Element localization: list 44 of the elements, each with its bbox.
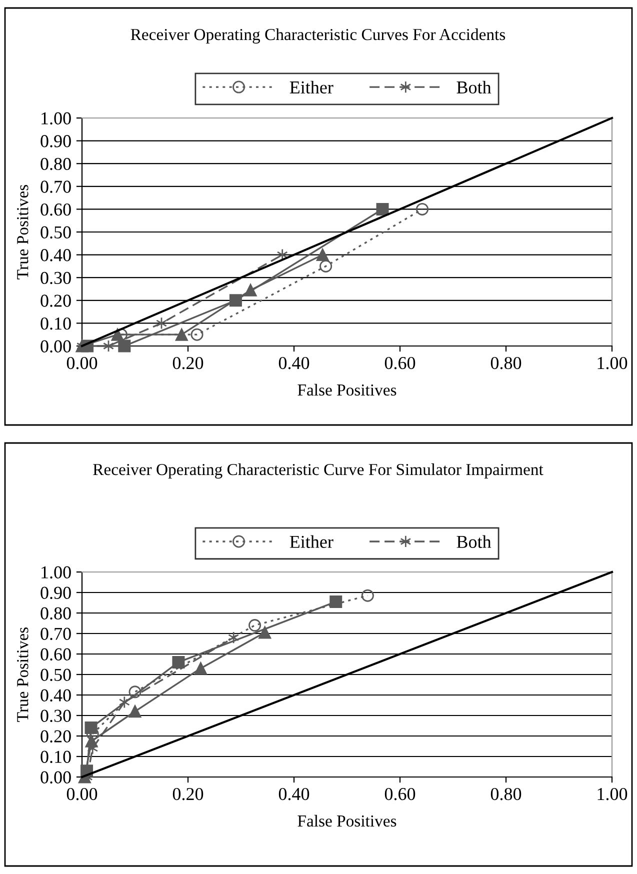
y-tick-label: 0.90 [40, 135, 71, 148]
y-tick-label: 0.80 [40, 158, 71, 170]
legend-label: Both [456, 80, 492, 94]
legend-label: Either [290, 80, 334, 94]
y-tick-label: 0.20 [40, 730, 71, 743]
y-tick-label: 0.60 [40, 648, 71, 661]
x-tick-label: 0.40 [278, 788, 310, 800]
x-axis-title: False Positives [298, 814, 396, 827]
x-tick-label: 0.60 [384, 788, 416, 800]
x-tick-label: 0.20 [172, 788, 204, 800]
x-tick-label: 0.20 [172, 356, 204, 370]
x-tick-label: 1.00 [598, 788, 628, 800]
x-tick-label: 0.60 [384, 356, 416, 370]
x-tick-label: 0.00 [66, 788, 98, 800]
y-tick-label: 0.40 [40, 689, 71, 702]
y-tick-label: 0.50 [40, 226, 71, 239]
y-tick-label: 0.90 [40, 586, 71, 600]
chart-title: Receiver Operating Characteristic Curves For Accidents [130, 28, 506, 44]
y-tick-label: 0.50 [40, 668, 71, 682]
y-tick-label: 0.10 [40, 317, 71, 330]
y-tick-label: 1.00 [42, 112, 71, 125]
y-axis-title: True Positives [17, 627, 28, 722]
x-tick-label: 0.80 [490, 788, 522, 800]
legend-label: Both [456, 535, 492, 548]
y-tick-label: 0.30 [40, 710, 71, 722]
x-tick-label: 1.00 [598, 356, 628, 370]
y-tick-label: 0.00 [40, 771, 71, 784]
y-tick-label: 0.00 [40, 340, 71, 353]
y-tick-label: 0.70 [40, 628, 71, 640]
legend-label: Either [290, 535, 334, 548]
x-tick-label: 0.00 [66, 356, 98, 370]
x-tick-label: 0.80 [490, 356, 522, 370]
x-axis-title: False Positives [298, 384, 396, 396]
x-tick-label: 0.40 [278, 356, 310, 370]
y-axis-title: True Positives [17, 184, 28, 280]
chart-title: Receiver Operating Characteristic Curve For Simulator Impairment [93, 463, 544, 479]
y-tick-label: 0.40 [40, 249, 71, 262]
y-tick-label: 0.80 [40, 607, 71, 620]
y-tick-label: 0.70 [40, 180, 71, 193]
y-tick-label: 0.10 [40, 750, 71, 764]
y-tick-label: 1.00 [42, 566, 71, 579]
y-tick-label: 0.30 [40, 272, 71, 284]
y-tick-label: 0.60 [40, 203, 71, 216]
y-tick-label: 0.20 [40, 294, 71, 307]
